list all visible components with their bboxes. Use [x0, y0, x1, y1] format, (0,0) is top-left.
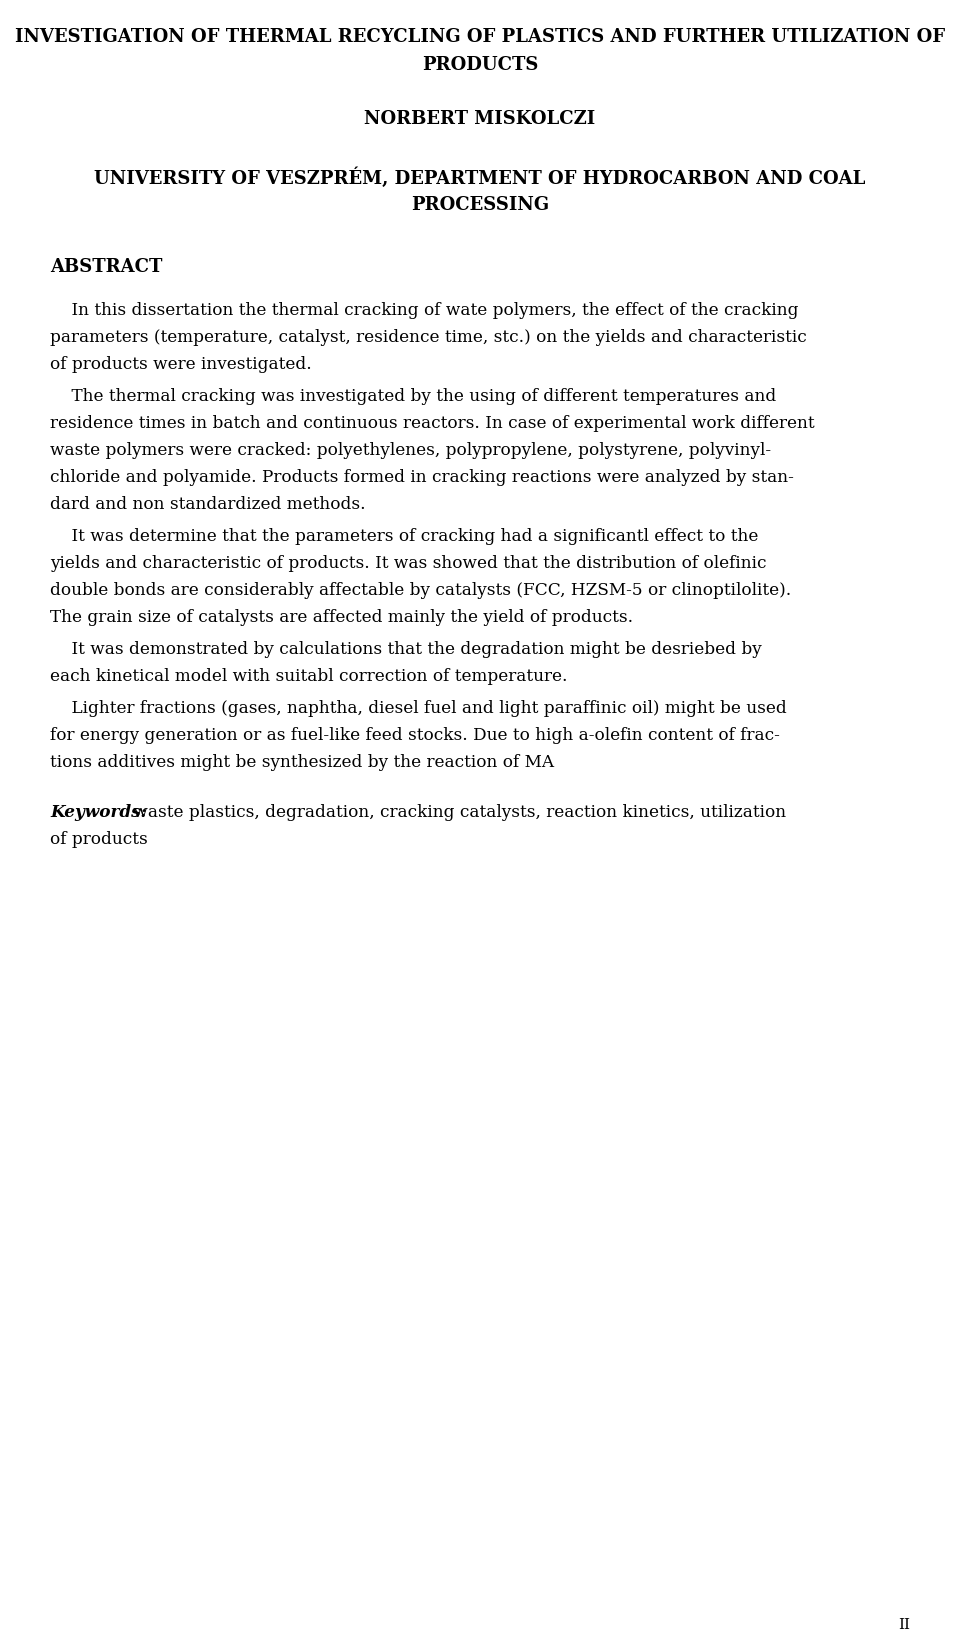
Text: parameters (temperature, catalyst, residence time, stc.) on the yields and chara: parameters (temperature, catalyst, resid…: [50, 329, 806, 346]
Text: INVESTIGATION OF THERMAL RECYCLING OF PLASTICS AND FURTHER UTILIZATION OF: INVESTIGATION OF THERMAL RECYCLING OF PL…: [15, 28, 945, 46]
Text: It was demonstrated by calculations that the degradation might be desriebed by: It was demonstrated by calculations that…: [50, 641, 761, 657]
Text: of products: of products: [50, 831, 148, 847]
Text: PRODUCTS: PRODUCTS: [421, 56, 539, 74]
Text: each kinetical model with suitabl correction of temperature.: each kinetical model with suitabl correc…: [50, 667, 567, 685]
Text: waste plastics, degradation, cracking catalysts, reaction kinetics, utilization: waste plastics, degradation, cracking ca…: [128, 803, 786, 821]
Text: Lighter fractions (gases, naphtha, diesel fuel and light paraffinic oil) might b: Lighter fractions (gases, naphtha, diese…: [50, 700, 787, 716]
Text: waste polymers were cracked: polyethylenes, polypropylene, polystyrene, polyviny: waste polymers were cracked: polyethylen…: [50, 443, 771, 459]
Text: tions additives might be synthesized by the reaction of MA: tions additives might be synthesized by …: [50, 754, 554, 770]
Text: double bonds are considerably affectable by catalysts (FCC, HZSM-5 or clinoptilo: double bonds are considerably affectable…: [50, 582, 791, 598]
Text: ABSTRACT: ABSTRACT: [50, 257, 162, 275]
Text: The grain size of catalysts are affected mainly the yield of products.: The grain size of catalysts are affected…: [50, 608, 634, 626]
Text: dard and non standardized methods.: dard and non standardized methods.: [50, 495, 366, 513]
Text: residence times in batch and continuous reactors. In case of experimental work d: residence times in batch and continuous …: [50, 415, 815, 431]
Text: chloride and polyamide. Products formed in cracking reactions were analyzed by s: chloride and polyamide. Products formed …: [50, 469, 794, 485]
Text: for energy generation or as fuel-like feed stocks. Due to high a-olefin content : for energy generation or as fuel-like fe…: [50, 726, 780, 744]
Text: In this dissertation the thermal cracking of wate polymers, the effect of the cr: In this dissertation the thermal crackin…: [50, 302, 799, 320]
Text: It was determine that the parameters of cracking had a significantl effect to th: It was determine that the parameters of …: [50, 528, 758, 544]
Text: PROCESSING: PROCESSING: [411, 197, 549, 213]
Text: The thermal cracking was investigated by the using of different temperatures and: The thermal cracking was investigated by…: [50, 388, 777, 405]
Text: yields and characteristic of products. It was showed that the distribution of ol: yields and characteristic of products. I…: [50, 554, 766, 572]
Text: of products were investigated.: of products were investigated.: [50, 356, 312, 372]
Text: II: II: [898, 1618, 910, 1631]
Text: Keywords:: Keywords:: [50, 803, 147, 821]
Text: UNIVERSITY OF VESZPRÉM, DEPARTMENT OF HYDROCARBON AND COAL: UNIVERSITY OF VESZPRÉM, DEPARTMENT OF HY…: [94, 167, 866, 187]
Text: NORBERT MISKOLCZI: NORBERT MISKOLCZI: [365, 110, 595, 128]
